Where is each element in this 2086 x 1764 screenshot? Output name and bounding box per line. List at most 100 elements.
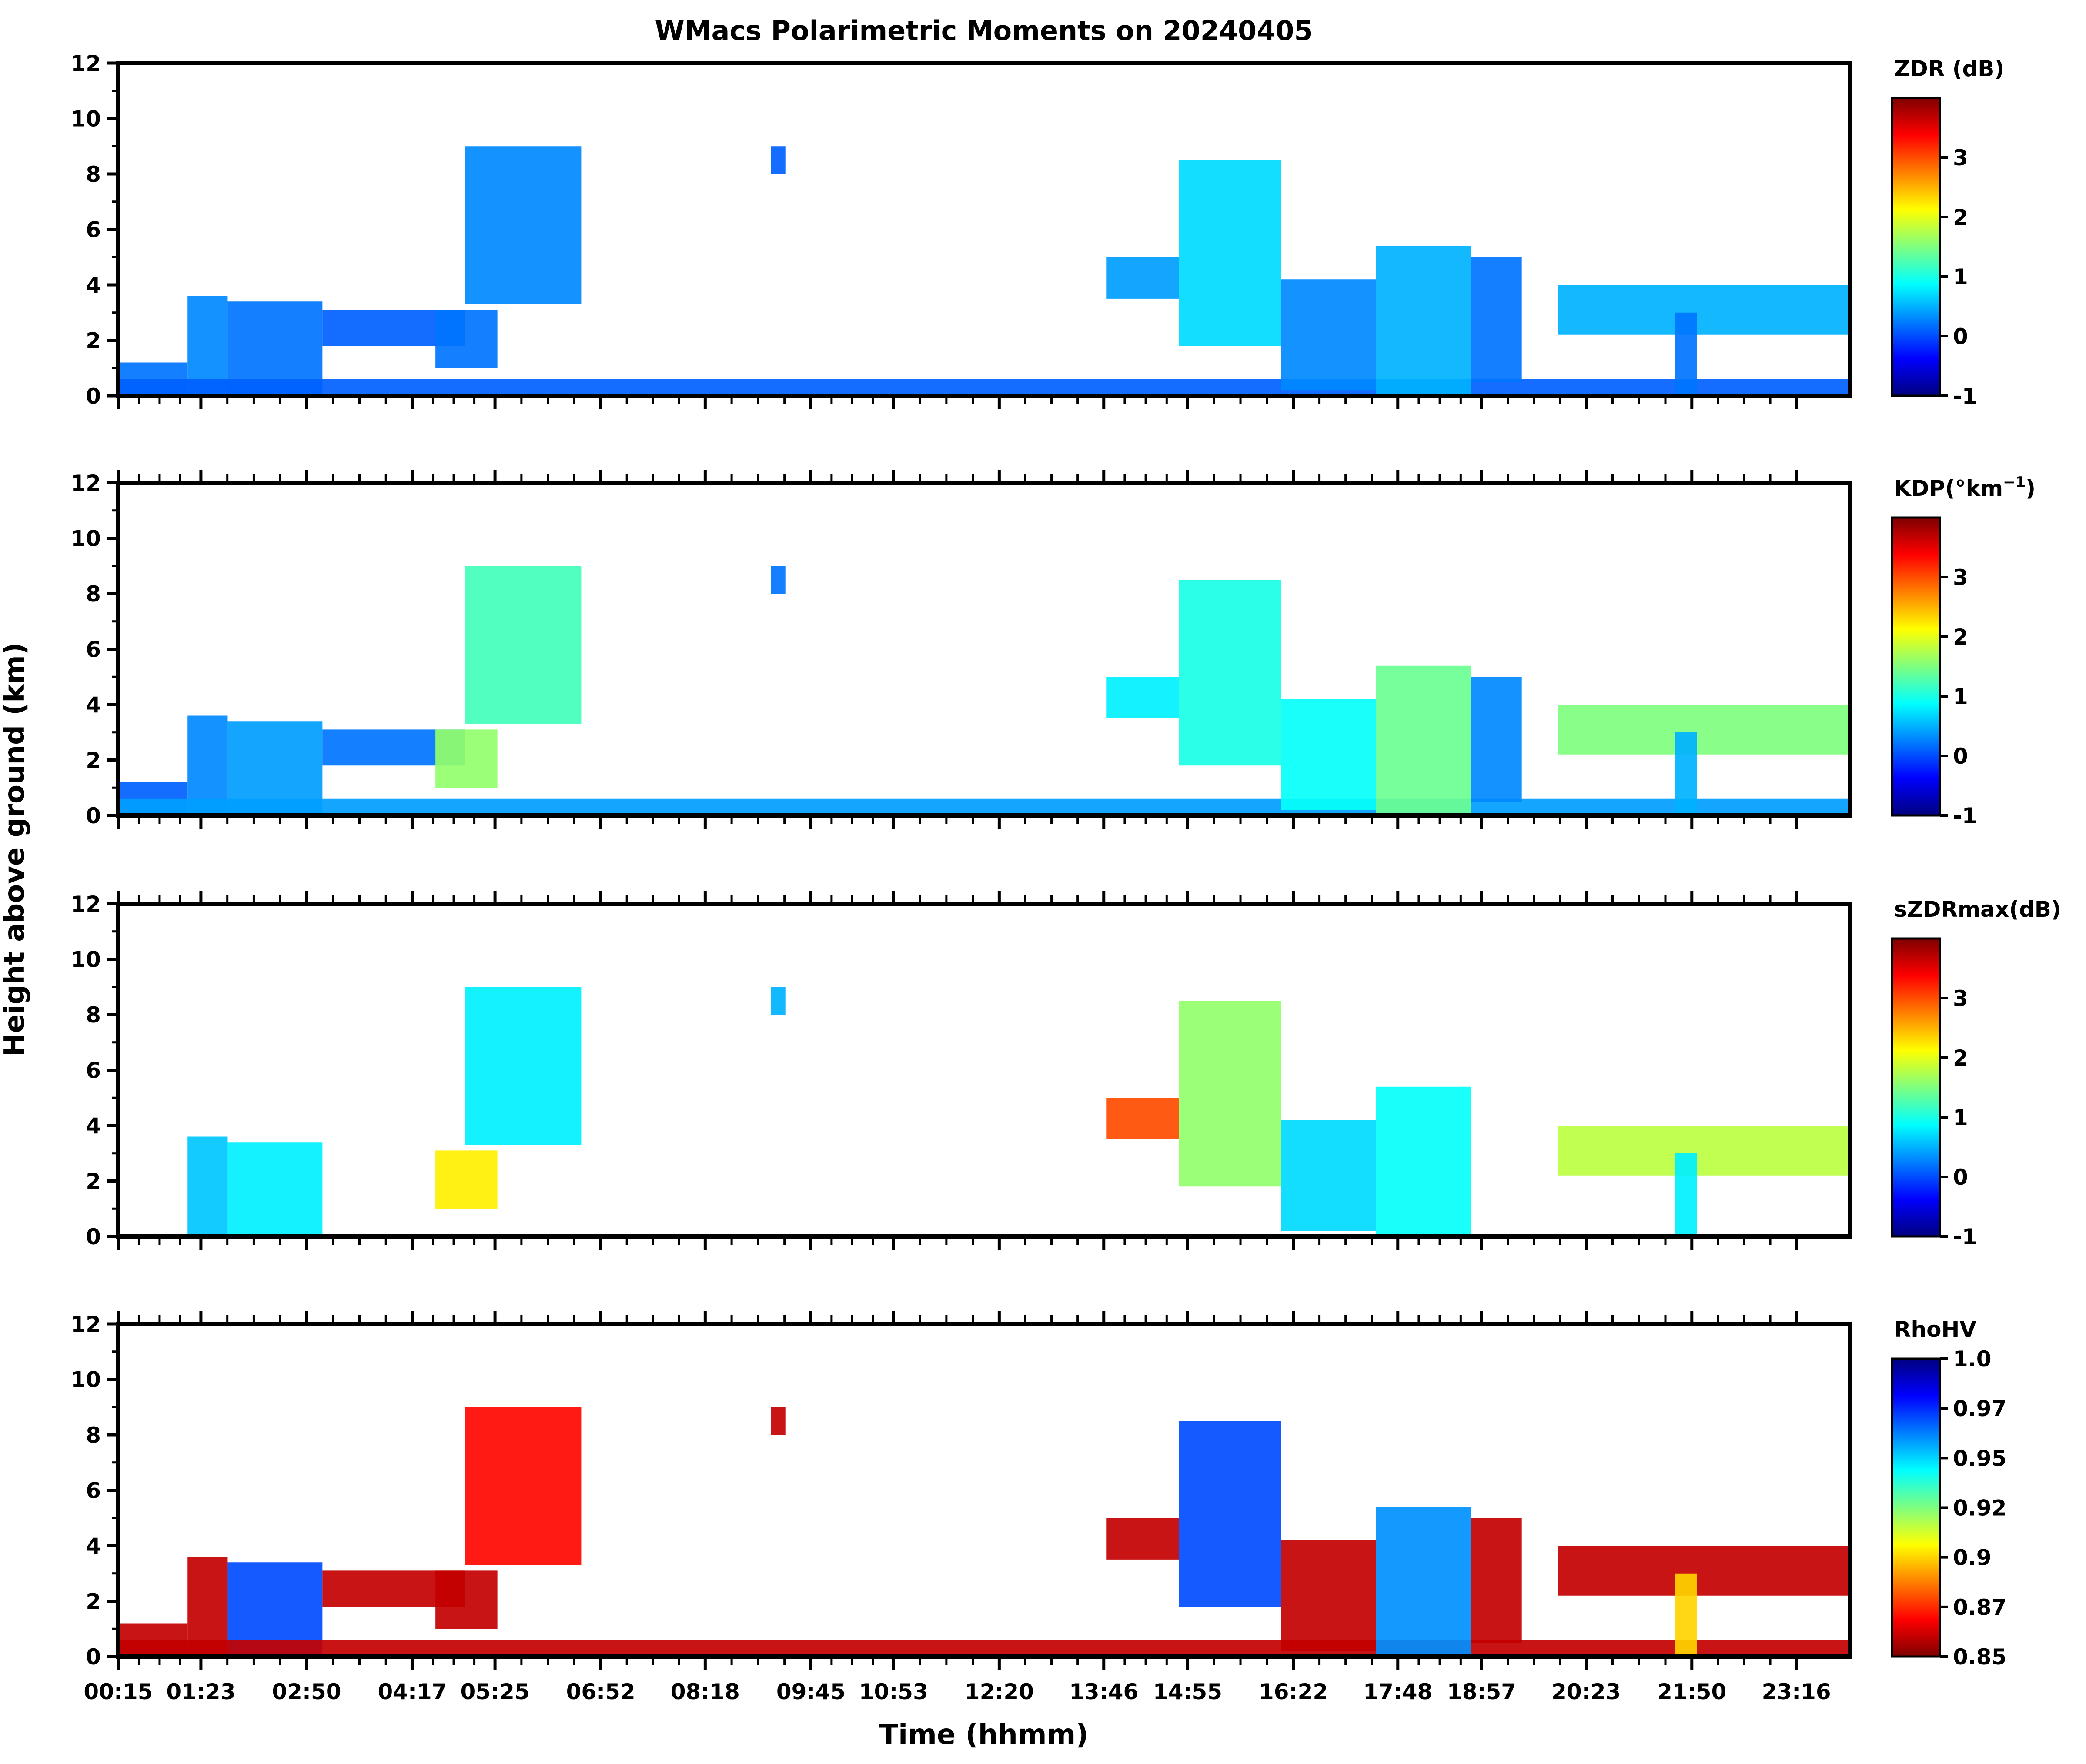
- kdp-colorbar-label-sup: −1: [2003, 474, 2026, 491]
- zdr-colorbar-tick-label: 3: [1953, 145, 1968, 170]
- szdr-y-tick-label: 10: [70, 947, 101, 972]
- zdr-y-tick-label: 2: [86, 328, 101, 354]
- szdr-echo-region-2: [227, 1142, 323, 1236]
- kdp-colorbar-tick-label: 2: [1953, 625, 1968, 650]
- szdr-y-tick-label: 0: [86, 1224, 101, 1250]
- szdr-echo-region-9: [1179, 1001, 1281, 1187]
- szdr-colorbar-tick-label: 1: [1953, 1105, 1968, 1130]
- rhohv-echo-region-13: [1558, 1546, 1850, 1596]
- rhohv-colorbar-tick-label: 0.9: [1953, 1545, 1992, 1570]
- kdp-y-tick-label: 8: [86, 581, 101, 607]
- rhohv-colorbar-label: RhoHV: [1894, 1317, 1976, 1342]
- kdp-echo-region-9: [1179, 580, 1281, 766]
- szdr-echo-region-14: [1675, 1153, 1697, 1236]
- x-tick-label: 05:25: [461, 1679, 530, 1704]
- rhohv-colorbar-tick-label: 0.97: [1953, 1396, 2006, 1421]
- x-tick-label: 02:50: [272, 1679, 341, 1704]
- szdr-y-tick-label: 4: [86, 1113, 101, 1139]
- zdr-y-tick-label: 10: [70, 107, 101, 132]
- zdr-echo-region-9: [1179, 160, 1281, 346]
- x-tick-label: 20:23: [1551, 1679, 1621, 1704]
- szdr-colorbar-tick-label: 2: [1953, 1046, 1968, 1071]
- x-tick-label: 16:22: [1259, 1679, 1328, 1704]
- szdr-colorbar-label: sZDRmax(dB): [1894, 897, 2061, 922]
- rhohv-colorbar-tick-label: 0.92: [1953, 1496, 2006, 1521]
- rhohv-colorbar-tick-label: 1.0: [1953, 1346, 1992, 1372]
- rhohv-echo-region-6: [771, 1407, 786, 1435]
- rhohv-y-tick-label: 10: [70, 1367, 101, 1393]
- szdr-colorbar-tick-label: 3: [1953, 986, 1968, 1011]
- kdp-colorbar-tick-label: 0: [1953, 744, 1968, 769]
- kdp-echo-region-5: [465, 566, 582, 724]
- kdp-echo-region-13: [1558, 705, 1850, 755]
- x-tick-label: 08:18: [671, 1679, 740, 1704]
- zdr-y-tick-label: 6: [86, 217, 101, 243]
- rhohv-colorbar-tick-label: 0.95: [1953, 1446, 2006, 1471]
- rhohv-echo-region-7: [118, 1640, 1850, 1657]
- zdr-colorbar-tick-label: -1: [1953, 384, 1977, 409]
- szdr-plot-frame: [116, 902, 1852, 1239]
- szdr-colorbar-tick-label: -1: [1953, 1224, 1977, 1250]
- kdp-echo-region-14: [1675, 732, 1697, 815]
- rhohv-y-tick-label: 8: [86, 1423, 101, 1448]
- rhohv-echo-region-14: [1675, 1573, 1697, 1657]
- rhohv-y-tick-label: 0: [86, 1644, 101, 1670]
- rhohv-colorbar-tick-label: 0.87: [1953, 1595, 2006, 1620]
- kdp-echo-region-4: [435, 729, 498, 788]
- kdp-colorbar: [1891, 516, 1941, 817]
- kdp-echo-region-6: [771, 566, 786, 594]
- szdr-y-tick-label: 2: [86, 1169, 101, 1194]
- kdp-echo-region-8: [1106, 677, 1179, 718]
- x-tick-label: 09:45: [776, 1679, 846, 1704]
- zdr-echo-region-11: [1376, 246, 1471, 396]
- x-tick-label: 21:50: [1657, 1679, 1726, 1704]
- rhohv-echo-region-4: [435, 1570, 498, 1629]
- zdr-colorbar-tick-label: 1: [1953, 264, 1968, 290]
- rhohv-colorbar-tick-label: 0.85: [1953, 1644, 2006, 1670]
- x-tick-label: 18:57: [1447, 1679, 1516, 1704]
- zdr-echo-region-8: [1106, 257, 1179, 299]
- rhohv-echo-region-9: [1179, 1421, 1281, 1607]
- kdp-colorbar-tick-label: 1: [1953, 684, 1968, 709]
- x-tick-label: 13:46: [1069, 1679, 1138, 1704]
- zdr-echo-region-13: [1558, 285, 1850, 335]
- szdr-echo-region-13: [1558, 1126, 1850, 1176]
- figure-title: WMacs Polarimetric Moments on 20240405: [655, 15, 1313, 47]
- kdp-echo-region-11: [1376, 665, 1471, 815]
- x-tick-label: 10:53: [859, 1679, 928, 1704]
- kdp-y-tick-label: 0: [86, 803, 101, 829]
- zdr-echo-region-12: [1471, 257, 1522, 382]
- szdr-echo-region-5: [465, 987, 582, 1145]
- zdr-echo-region-4: [435, 310, 498, 368]
- zdr-colorbar-tick-label: 0: [1953, 324, 1968, 349]
- rhohv-echo-region-12: [1471, 1518, 1522, 1643]
- zdr-y-tick-label: 4: [86, 273, 101, 298]
- zdr-echo-region-5: [465, 146, 582, 304]
- kdp-colorbar-tick-label: 3: [1953, 565, 1968, 590]
- x-tick-label: 12:20: [965, 1679, 1034, 1704]
- zdr-colorbar-tick-label: 2: [1953, 205, 1968, 230]
- rhohv-y-tick-label: 6: [86, 1478, 101, 1503]
- x-tick-label: 01:23: [166, 1679, 235, 1704]
- rhohv-echo-region-5: [465, 1407, 582, 1565]
- x-tick-label: 06:52: [566, 1679, 635, 1704]
- zdr-echo-region-10: [1281, 279, 1376, 391]
- szdr-y-tick-label: 8: [86, 1002, 101, 1028]
- szdr-y-tick-label: 12: [70, 892, 101, 917]
- rhohv-echo-region-10: [1281, 1540, 1376, 1651]
- kdp-echo-region-7: [118, 798, 1850, 815]
- szdr-echo-region-8: [1106, 1098, 1179, 1139]
- x-tick-label: 17:48: [1363, 1679, 1432, 1704]
- szdr-echo-region-6: [771, 987, 786, 1015]
- x-tick-label: 14:55: [1153, 1679, 1222, 1704]
- kdp-echo-region-12: [1471, 677, 1522, 802]
- rhohv-colorbar: [1891, 1357, 1941, 1658]
- zdr-y-tick-label: 12: [70, 51, 101, 76]
- szdr-colorbar: [1891, 937, 1941, 1238]
- szdr-echo-region-11: [1376, 1086, 1471, 1236]
- zdr-echo-region-14: [1675, 312, 1697, 396]
- kdp-colorbar-tick-label: -1: [1953, 803, 1977, 829]
- zdr-y-tick-label: 0: [86, 384, 101, 409]
- y-axis-label: Height above ground (km): [0, 642, 31, 1056]
- zdr-echo-region-6: [771, 146, 786, 174]
